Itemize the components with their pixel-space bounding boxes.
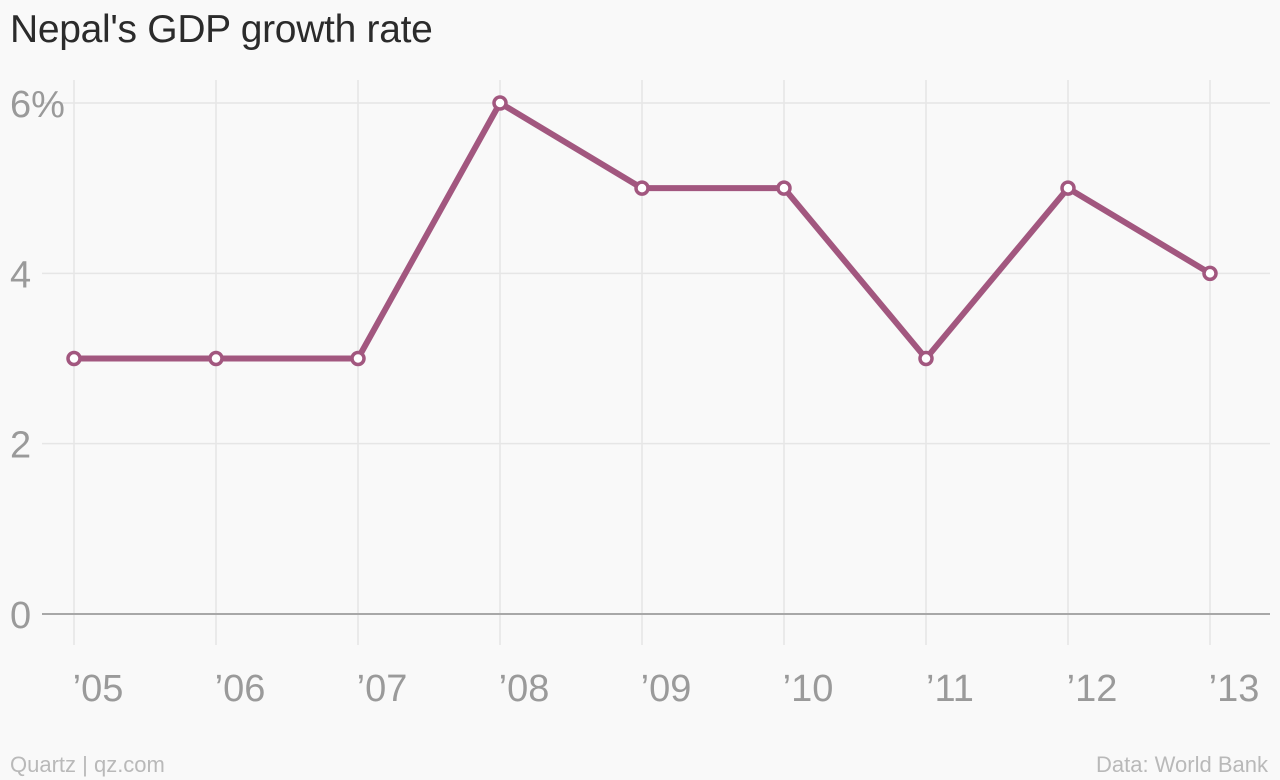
data-point bbox=[1060, 180, 1076, 196]
x-tick-label: ’11 bbox=[926, 668, 974, 710]
x-axis-labels: ’05 ’06 ’07 ’08 ’09 ’10 ’11 ’12 ’13 bbox=[73, 668, 1260, 710]
y-tick-label: 4 bbox=[10, 254, 31, 296]
x-tick-label: ’07 bbox=[357, 668, 408, 710]
data-point bbox=[776, 180, 792, 196]
data-point bbox=[918, 350, 934, 367]
data-points bbox=[66, 95, 1218, 367]
x-tick-label: ’08 bbox=[499, 668, 550, 710]
x-tick-label: ’12 bbox=[1067, 668, 1118, 710]
data-point bbox=[66, 350, 82, 367]
y-tick-label: 2 bbox=[10, 425, 31, 467]
x-tick-label: ’06 bbox=[215, 668, 266, 710]
data-point bbox=[634, 180, 650, 196]
data-source: Data: World Bank bbox=[1095, 752, 1268, 777]
x-tick-label: ’10 bbox=[783, 668, 834, 710]
vertical-gridlines bbox=[73, 80, 1211, 645]
y-tick-label: 0 bbox=[10, 595, 31, 637]
data-point bbox=[208, 350, 224, 367]
data-point bbox=[492, 95, 508, 111]
x-tick-label: ’09 bbox=[641, 668, 692, 710]
y-axis-labels: 0 2 4 6% bbox=[10, 84, 65, 637]
chart-title: Nepal's GDP growth rate bbox=[10, 8, 433, 51]
data-point bbox=[1202, 265, 1218, 282]
source-credit: Quartz | qz.com bbox=[10, 752, 165, 777]
y-tick-label: 6% bbox=[10, 84, 65, 126]
data-point bbox=[350, 350, 366, 367]
x-tick-label: ’13 bbox=[1209, 668, 1260, 710]
horizontal-gridlines bbox=[42, 102, 1270, 445]
x-tick-label: ’05 bbox=[73, 668, 124, 710]
